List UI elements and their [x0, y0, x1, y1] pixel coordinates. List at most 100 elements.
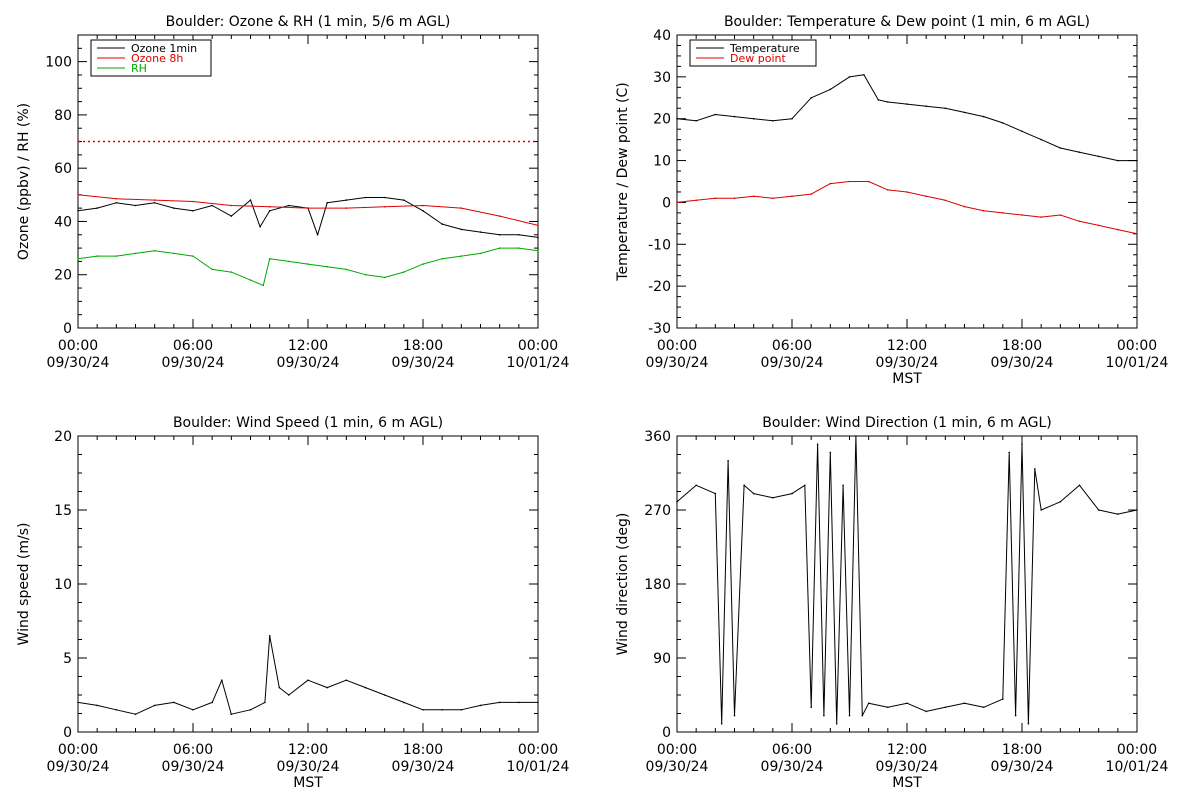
chart-title: Boulder: Wind Speed (1 min, 6 m AGL) — [173, 415, 443, 431]
data-point — [1021, 130, 1023, 133]
data-point — [842, 484, 844, 487]
data-point — [695, 484, 697, 487]
data-point — [1002, 698, 1004, 700]
x-tick-label-time: 18:00 — [403, 742, 443, 758]
data-point — [230, 713, 233, 715]
data-point — [403, 271, 405, 273]
series-dew-point — [676, 181, 1138, 235]
y-tick-label: 5 — [63, 651, 72, 667]
data-point — [906, 702, 908, 704]
data-point — [537, 224, 539, 227]
data-point — [264, 701, 266, 704]
data-point — [345, 679, 348, 681]
x-axis-label: MST — [892, 371, 922, 387]
data-point — [1021, 214, 1023, 216]
data-point — [153, 250, 156, 252]
y-tick-label: 30 — [653, 70, 671, 86]
x-tick-label-date: 09/30/24 — [876, 355, 939, 371]
y-axis-label: Wind speed (m/s) — [16, 523, 32, 646]
y-tick-label: 360 — [644, 429, 671, 445]
y-tick-label: -10 — [648, 237, 671, 253]
data-point — [829, 88, 832, 91]
data-point — [383, 276, 386, 279]
data-point — [479, 231, 482, 233]
data-point — [1136, 233, 1138, 235]
data-point — [211, 204, 213, 207]
x-tick-label-time: 00:00 — [657, 742, 697, 758]
data-point — [288, 260, 290, 263]
data-point — [316, 234, 319, 236]
data-point — [134, 713, 137, 715]
series-temperature — [676, 74, 1137, 162]
y-tick-label: -30 — [648, 321, 671, 337]
data-point — [695, 120, 697, 122]
data-point — [829, 182, 832, 185]
data-point — [848, 76, 851, 78]
data-point — [249, 709, 252, 711]
data-point — [115, 255, 118, 257]
x-tick-label-time: 00:00 — [58, 742, 98, 758]
data-point — [345, 207, 348, 209]
legend-label: Temperature — [729, 42, 800, 55]
data-point — [364, 686, 367, 689]
data-point — [441, 709, 444, 711]
x-axis-label: MST — [293, 775, 323, 791]
series-ozone-1min — [77, 197, 539, 238]
x-tick-label-date: 09/30/24 — [646, 355, 709, 371]
y-axis-label: Ozone (ppbv) / RH (%) — [16, 103, 32, 260]
y-tick-label: 80 — [54, 108, 72, 124]
data-point — [1059, 147, 1062, 149]
series-rh — [77, 247, 539, 286]
data-point — [518, 247, 520, 249]
x-tick-label-time: 00:00 — [518, 338, 558, 354]
data-point — [518, 234, 520, 236]
data-point — [288, 694, 290, 696]
x-axis-label: MST — [892, 775, 922, 791]
y-axis-label: Wind direction (deg) — [615, 513, 631, 656]
data-point — [479, 704, 482, 707]
x-tick-label-date: 09/30/24 — [162, 355, 225, 371]
data-point — [1059, 214, 1062, 216]
data-point — [268, 210, 271, 212]
data-point — [153, 704, 156, 707]
data-point — [1078, 151, 1081, 153]
y-tick-label: 100 — [45, 55, 72, 71]
data-point — [1136, 509, 1138, 511]
data-point — [1078, 484, 1081, 487]
data-point — [810, 706, 812, 709]
legend-label: Dew point — [730, 52, 786, 65]
data-point — [115, 709, 118, 711]
y-tick-label: 20 — [653, 112, 671, 128]
data-point — [262, 284, 265, 287]
data-point — [326, 202, 329, 204]
data-point — [877, 99, 880, 101]
data-point — [1027, 723, 1030, 725]
data-point — [460, 228, 463, 231]
data-point — [192, 255, 194, 257]
x-tick-label-time: 18:00 — [1002, 742, 1042, 758]
y-axis-label: Temperature / Dew point (C) — [615, 82, 631, 281]
y-tick-label: 15 — [54, 503, 72, 519]
data-point — [268, 206, 271, 208]
data-point — [1059, 501, 1062, 503]
wind-direction-plot: Boulder: Wind Direction (1 min, 6 m AGL)… — [615, 415, 1169, 791]
x-tick-label-date: 09/30/24 — [47, 355, 110, 371]
data-point — [714, 197, 717, 199]
y-tick-label: 0 — [63, 321, 72, 337]
data-point — [1040, 216, 1042, 218]
data-point — [835, 723, 838, 725]
x-tick-label-time: 12:00 — [288, 742, 328, 758]
legend-label: RH — [131, 62, 147, 75]
y-tick-label: 10 — [653, 154, 671, 170]
data-point — [383, 206, 386, 208]
x-tick-label-date: 10/01/24 — [507, 355, 570, 371]
x-tick-label-date: 09/30/24 — [991, 355, 1054, 371]
data-point — [403, 701, 405, 704]
plot-frame — [77, 34, 539, 329]
data-point — [733, 197, 736, 199]
data-point — [772, 496, 774, 499]
data-point — [848, 180, 851, 183]
data-point — [925, 105, 927, 107]
chart-title: Boulder: Wind Direction (1 min, 6 m AGL) — [762, 415, 1051, 431]
data-point — [829, 451, 832, 454]
